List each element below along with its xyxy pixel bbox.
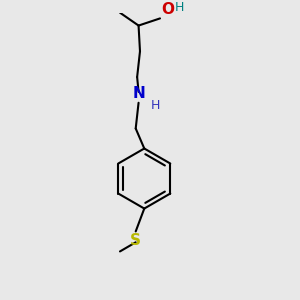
Text: O: O [161,2,174,17]
Text: H: H [175,1,184,14]
Text: H: H [151,99,160,112]
Text: S: S [130,233,141,248]
Text: N: N [132,86,145,101]
